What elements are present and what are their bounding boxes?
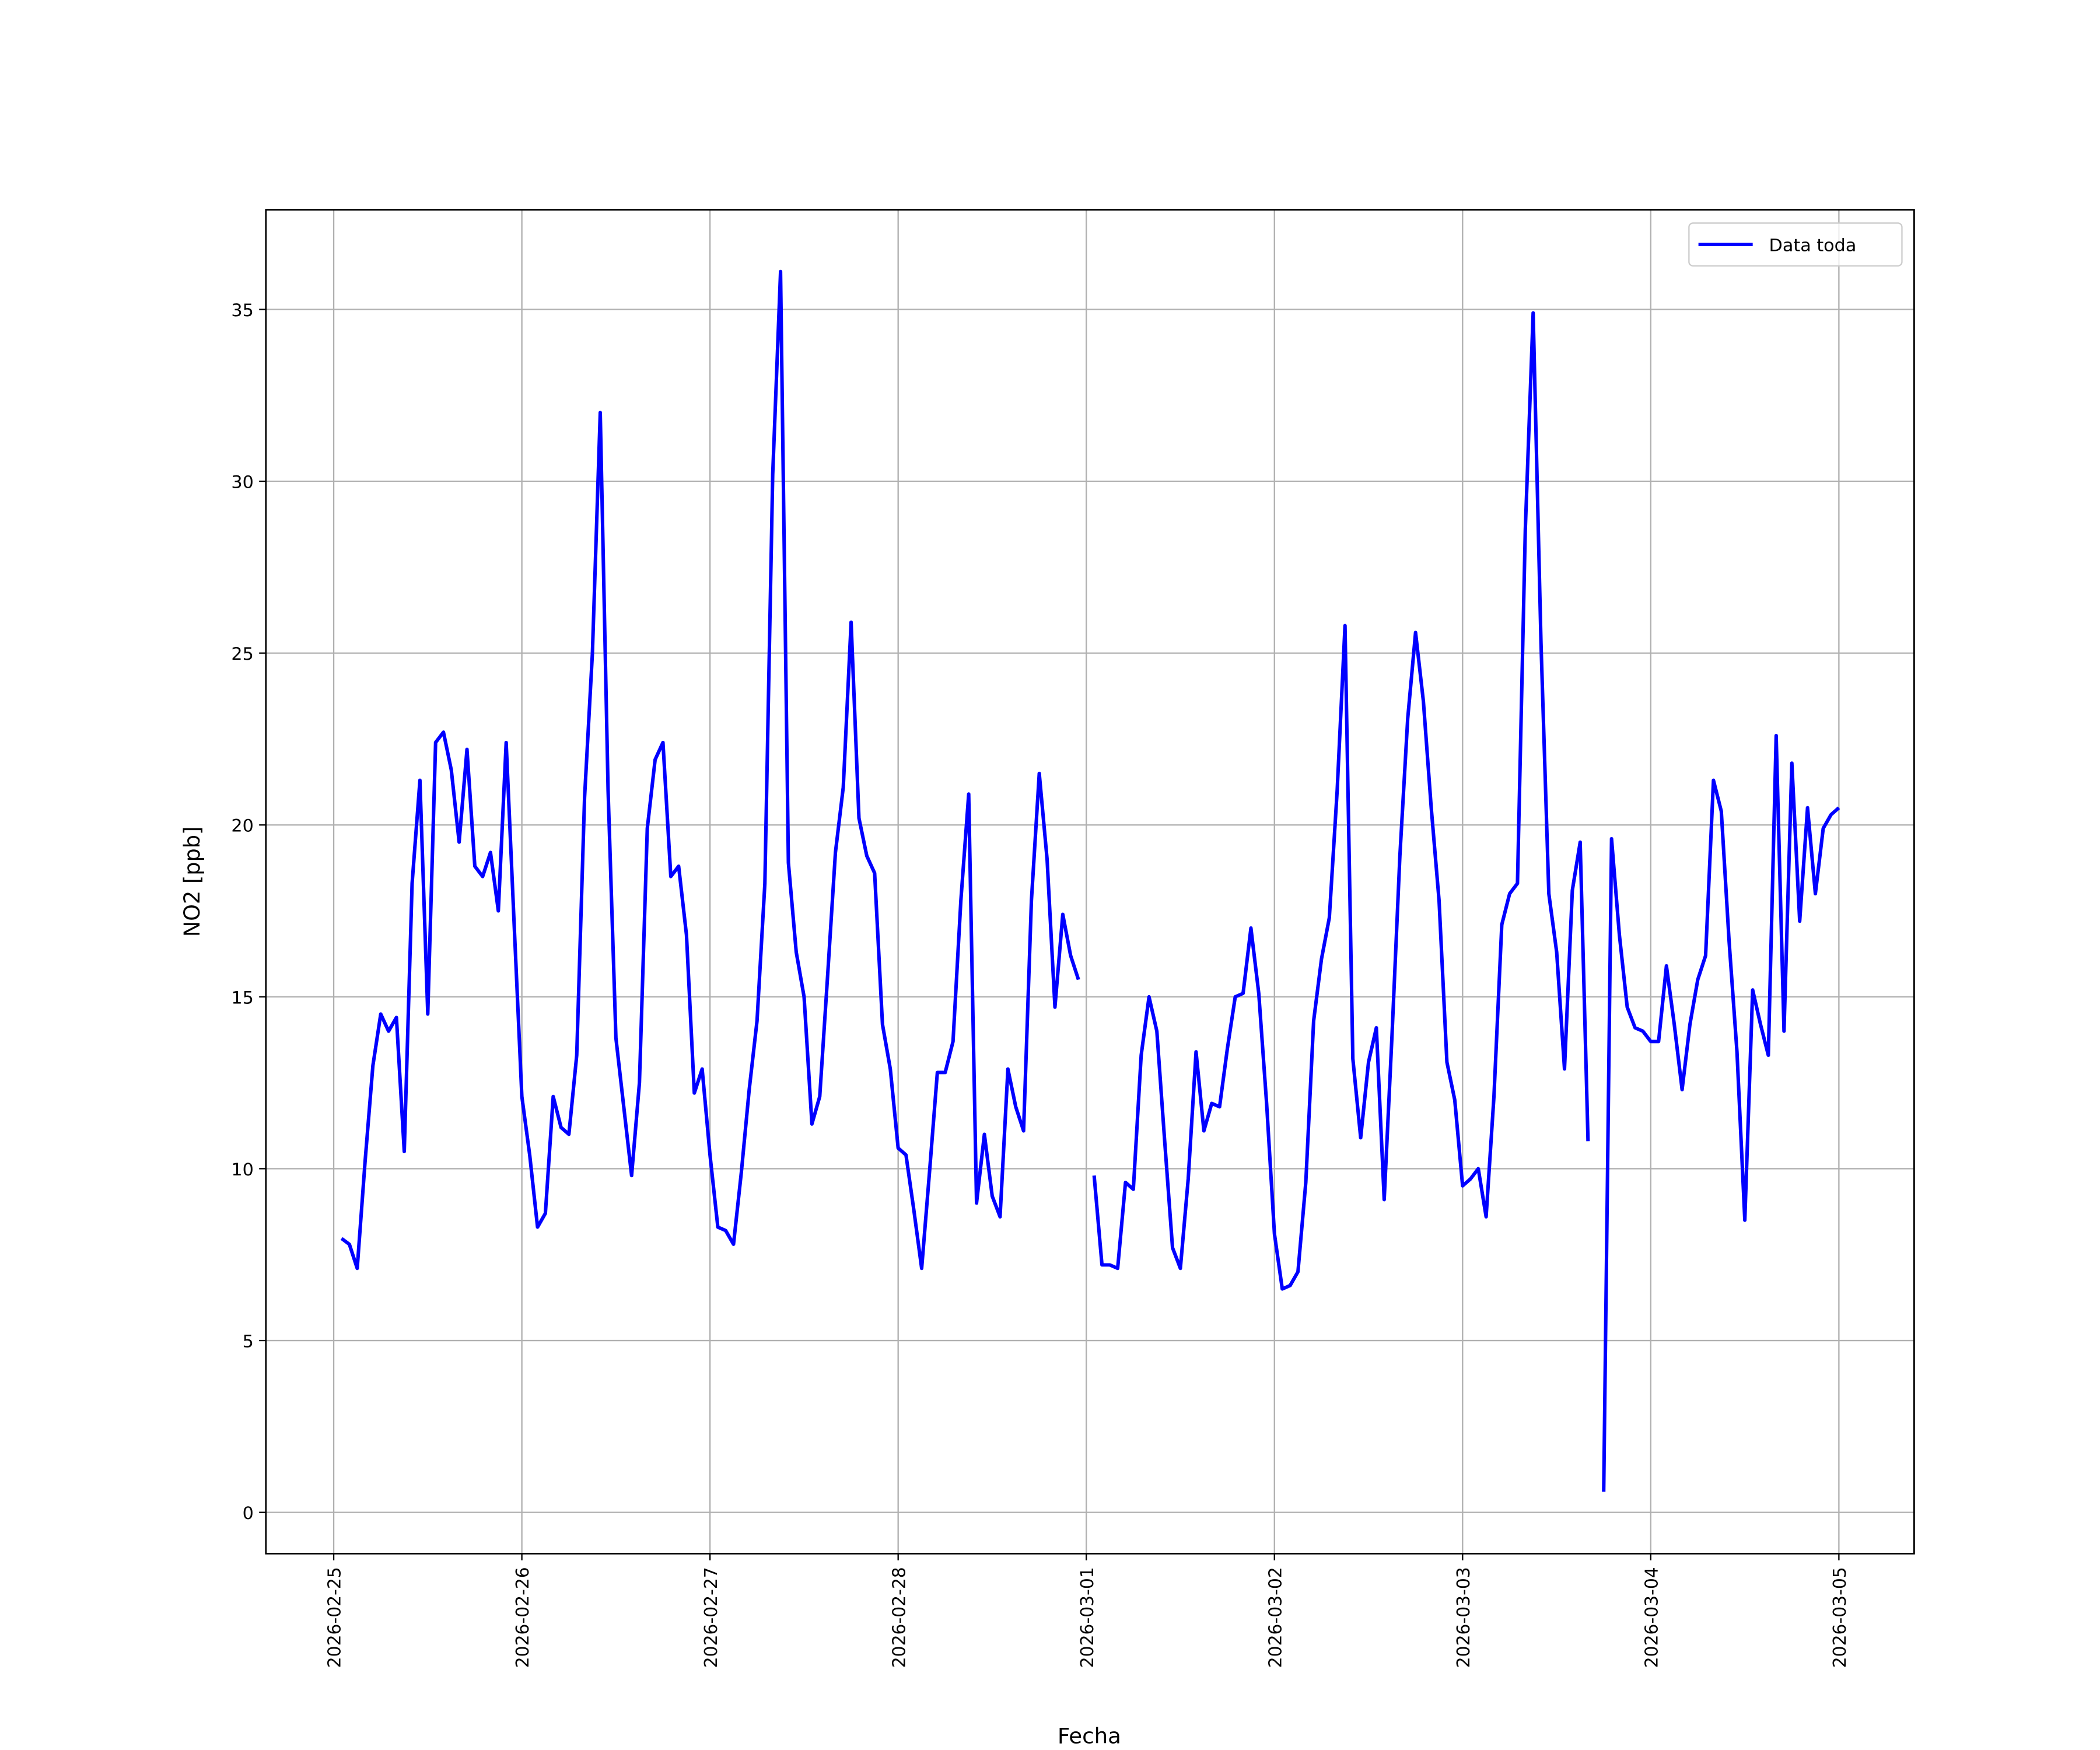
x-tick-label: 2026-02-26 [513,1567,533,1668]
x-tick-label: 2026-03-05 [1830,1567,1850,1668]
y-tick-label: 25 [231,644,253,664]
legend: Data toda [1688,222,1903,267]
ticks: 0 5 10 15 20 25 30 35 2026-02-25 2026-02-26 2026-0… [231,300,1850,1668]
y-tick-label: 30 [231,473,253,493]
x-tick-label: 2026-02-28 [889,1567,909,1668]
x-tick-label: 2026-02-25 [324,1567,345,1668]
legend-box [1688,222,1903,267]
x-tick-label: 2026-03-03 [1454,1567,1474,1668]
plot-frame [265,209,1915,1555]
data-line [340,270,1840,1492]
legend-label: Data toda [1769,236,1857,256]
x-tick-label: 2026-02-27 [701,1567,722,1668]
y-tick-label: 10 [231,1160,253,1180]
x-tick-label: 2026-03-01 [1077,1567,1098,1668]
plot-lines [340,270,1840,1492]
y-tick-label: 20 [231,816,253,836]
x-tick-label: 2026-03-04 [1642,1567,1662,1668]
y-tick-label: 35 [231,300,253,321]
y-tick-label: 0 [243,1503,254,1524]
x-tick-label: 2026-03-02 [1265,1567,1286,1668]
y-tick-label: 5 [243,1332,254,1352]
x-axis-label: Fecha [1058,1724,1121,1749]
y-tick-label: 15 [231,988,253,1008]
y-axis-label: NO2 [ppb] [180,827,205,937]
grid [265,209,1915,1554]
